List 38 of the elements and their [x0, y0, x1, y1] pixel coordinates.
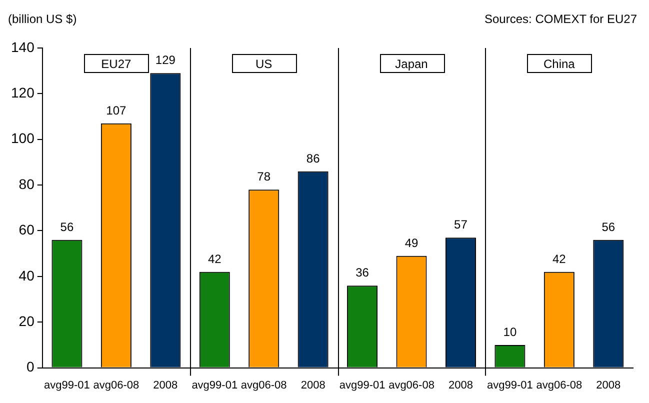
source-note: Sources: COMEXT for EU27	[484, 12, 637, 26]
x-tick-label: 2008	[300, 379, 326, 392]
x-tick-label: 2008	[596, 379, 621, 392]
y-axis-title: (billion US $)	[8, 12, 77, 26]
y-tick-label: 0	[26, 358, 35, 375]
x-tick-label: avg06-08	[93, 379, 140, 392]
x-tick-label: avg99-01	[44, 379, 90, 392]
y-tick-label: 140	[11, 38, 35, 55]
data-label: 36	[356, 266, 370, 280]
x-tick-label: avg06-08	[388, 379, 434, 392]
y-tick-label: 20	[18, 312, 35, 329]
x-tick-label: avg06-08	[536, 379, 582, 392]
data-label: 56	[60, 220, 74, 234]
data-label: 78	[257, 170, 271, 184]
y-tick-label: 120	[11, 84, 35, 101]
y-tick-label: 80	[18, 176, 35, 192]
x-tick-label: avg99-01	[192, 379, 238, 392]
annotation: Japan	[395, 57, 428, 71]
y-tick-label: 40	[18, 267, 35, 284]
x-tick-label: 2008	[448, 379, 473, 392]
y-tick-label: 60	[18, 222, 35, 238]
x-tick-label: avg99-01	[339, 379, 386, 392]
x-tick-label: avg06-08	[240, 379, 287, 392]
data-label: 56	[602, 220, 616, 234]
annotation: EU27	[101, 57, 132, 71]
data-label: 107	[106, 103, 127, 118]
x-tick-label: 2008	[153, 379, 178, 392]
data-label: 129	[155, 53, 176, 68]
x-tick-label: avg99-01	[487, 379, 533, 392]
annotation: US	[256, 57, 272, 71]
data-label: 10	[503, 324, 517, 339]
data-label: 42	[552, 252, 566, 266]
y-tick-label: 100	[11, 130, 35, 146]
annotation: China	[543, 57, 576, 71]
data-label: 86	[306, 151, 320, 166]
data-label: 49	[404, 236, 419, 250]
data-label: 57	[454, 218, 468, 232]
data-label: 42	[208, 252, 222, 266]
